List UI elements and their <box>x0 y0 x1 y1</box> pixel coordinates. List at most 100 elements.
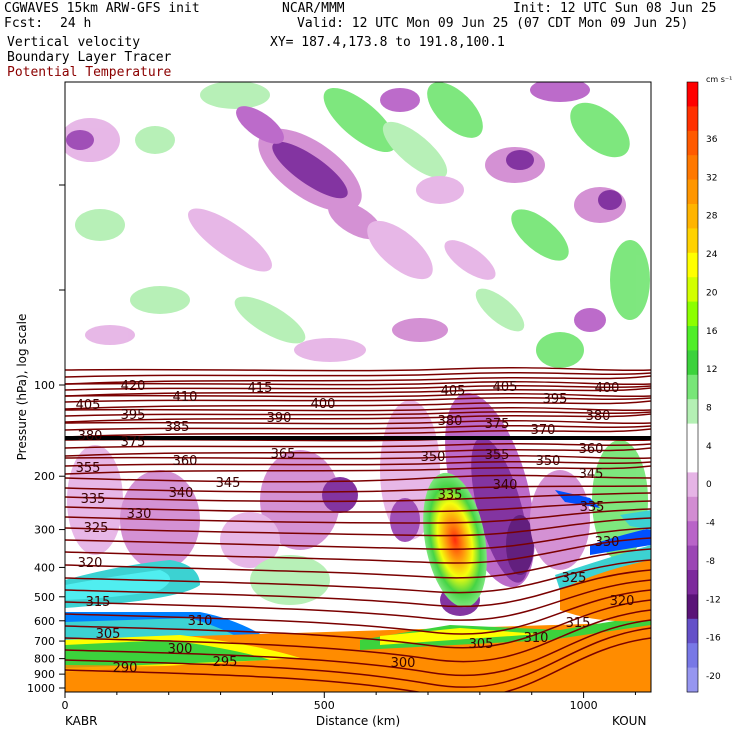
colorbar-tick-label: -4 <box>706 519 715 529</box>
theta-contour <box>65 460 651 467</box>
theta-contour <box>65 447 651 457</box>
theta-label: 400 <box>595 381 620 396</box>
theta-contour <box>65 537 651 564</box>
theta-label: 325 <box>562 571 587 586</box>
theta-contour <box>65 387 651 397</box>
theta-label: 410 <box>173 390 198 405</box>
theta-contour <box>65 559 651 594</box>
theta-label: 335 <box>580 500 605 515</box>
y-tick-label: 100 <box>34 379 55 392</box>
theta-label: 325 <box>84 521 109 536</box>
theta-contour <box>65 384 651 391</box>
theta-label: 310 <box>524 631 549 646</box>
colorbar-swatch <box>687 594 698 620</box>
theta-contour <box>65 637 651 692</box>
theta-label: 380 <box>586 409 611 424</box>
y-tick-label: 500 <box>34 591 55 604</box>
forecast-hour: 24 h <box>60 16 92 31</box>
theta-label: 350 <box>421 450 446 465</box>
y-tick-label: 1000 <box>27 682 55 695</box>
theta-label: 380 <box>438 414 463 429</box>
theta-label: 395 <box>543 392 568 407</box>
x-axis-label: Distance (km) <box>316 714 400 728</box>
y-tick-label: 900 <box>34 668 55 681</box>
theta-label: 300 <box>391 656 416 671</box>
colorbar-swatch <box>687 496 698 522</box>
theta-contour <box>65 367 651 372</box>
theta-contour <box>65 474 651 483</box>
y-tick-label: 700 <box>34 635 55 648</box>
theta-contour <box>65 589 651 635</box>
vertical-velocity-field: 420 410 415 405 405 400 405 400 395 395 390 380 375 3… <box>65 82 651 692</box>
theta-label: 405 <box>493 380 518 395</box>
colorbar-swatch <box>687 228 698 254</box>
theta-contour <box>65 492 651 503</box>
theta-label: 390 <box>267 411 292 426</box>
theta-label: 310 <box>188 614 213 629</box>
theta-contour <box>65 396 651 403</box>
plot-frame <box>64 81 652 693</box>
theta-label: 400 <box>311 397 336 412</box>
colorbar-swatch <box>687 204 698 229</box>
colorbar-swatch <box>687 301 698 327</box>
valid-time: Valid: 12 UTC Mon 09 Jun 25 (07 CDT Mon … <box>297 16 689 31</box>
colorbar-swatch <box>687 399 698 425</box>
theta-label: 320 <box>610 594 635 609</box>
theta-label: 350 <box>536 454 561 469</box>
theta-label: 330 <box>595 535 620 550</box>
theta-contour <box>65 410 651 417</box>
colorbar-swatch <box>687 472 698 498</box>
theta-label: 305 <box>96 627 121 642</box>
theta-label: 360 <box>579 442 604 457</box>
colorbar-tick-label: 24 <box>706 250 718 260</box>
left-station-label: KABR <box>65 714 97 728</box>
colorbar-tick-label: 36 <box>706 135 718 145</box>
colorbar-tick-label: 4 <box>706 442 712 452</box>
colorbar-tick-label: 12 <box>706 365 717 375</box>
colorbar-swatch <box>687 667 698 693</box>
theta-contour <box>65 393 651 398</box>
colorbar-tick-label: -12 <box>706 595 721 605</box>
theta-contour <box>65 527 651 551</box>
colorbar-swatch <box>687 545 698 571</box>
colorbar-tick-label: 32 <box>706 173 717 183</box>
theta-contour <box>65 413 651 423</box>
theta-label: 305 <box>469 637 494 652</box>
theta-label: 415 <box>248 381 273 396</box>
x-axis: 0 500 1000 <box>62 692 636 712</box>
theta-contour <box>65 508 651 524</box>
colorbar-swatch <box>687 374 698 400</box>
theta-label: 370 <box>531 423 556 438</box>
colorbar-tick-label: -20 <box>706 672 721 682</box>
colorbar-swatch <box>687 179 698 205</box>
colorbar-tick-label: 16 <box>706 327 718 337</box>
y-tick-label: 800 <box>34 653 55 666</box>
model-title: CGWAVES 15km ARW-GFS init <box>4 1 200 16</box>
colorbar-swatch <box>687 570 698 595</box>
theta-label: 365 <box>271 447 296 462</box>
init-time: Init: 12 UTC Sun 08 Jun 25 <box>513 1 717 16</box>
theta-contour <box>65 407 651 412</box>
y-axis-label: Pressure (hPa), log scale <box>15 314 29 461</box>
colorbar-swatch <box>687 252 698 278</box>
x-tick-label: 1000 <box>570 699 598 712</box>
boundary-layer-tracer-field <box>65 490 651 692</box>
theta-contour <box>65 485 651 493</box>
colorbar-swatch <box>687 643 698 669</box>
colorbar-swatch <box>687 618 698 644</box>
colorbar-tick-label: 8 <box>706 404 712 414</box>
x-tick-label: 0 <box>62 699 69 712</box>
center-name: NCAR/MMM <box>282 1 345 16</box>
cross-section-coords: XY= 187.4,173.8 to 191.8,100.1 <box>270 35 505 50</box>
theta-label: 345 <box>579 467 604 482</box>
theta-label: 375 <box>485 417 510 432</box>
y-tick-label: 400 <box>34 561 55 574</box>
field-boundary-layer-tracer: Boundary Layer Tracer <box>7 50 172 65</box>
colorbar-swatch <box>687 326 698 351</box>
theta-contour <box>65 517 651 537</box>
theta-label: 405 <box>441 384 466 399</box>
theta-label: 405 <box>76 398 101 413</box>
